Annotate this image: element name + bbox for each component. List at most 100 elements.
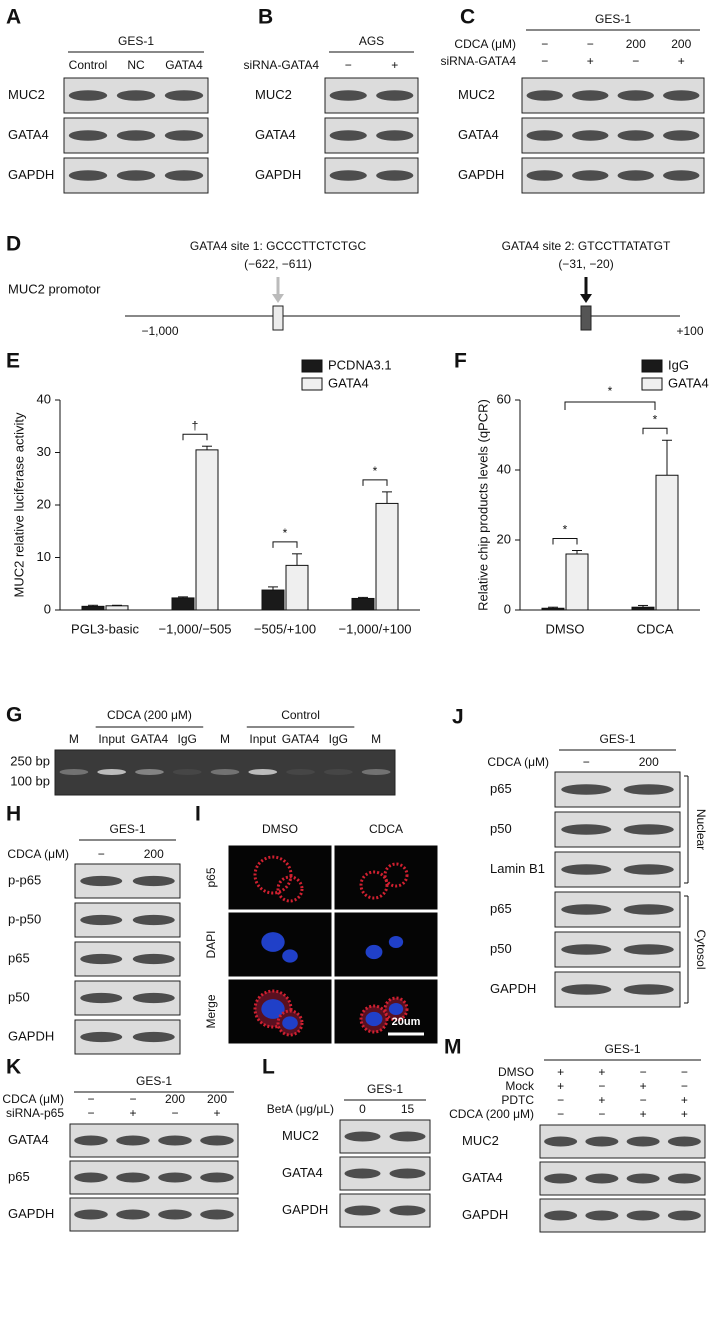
row-name: GAPDH <box>255 167 301 182</box>
condition-value: 200 <box>207 1092 227 1106</box>
legend-label: IgG <box>668 357 689 372</box>
lane-label: Control <box>69 58 108 72</box>
bar <box>655 474 679 611</box>
lane-label: M <box>69 732 79 746</box>
micrograph <box>333 911 439 978</box>
column-name: DMSO <box>262 822 298 836</box>
condition-value: + <box>557 1065 564 1079</box>
row-name: GATA4 <box>282 1165 323 1180</box>
lane-label: Input <box>98 732 125 746</box>
band <box>585 1173 619 1184</box>
gel-band <box>59 769 89 775</box>
significance-bracket <box>362 479 388 486</box>
site-name: GATA4 site 1: GCCCTTCTCTGC <box>190 239 367 253</box>
bar <box>351 597 375 611</box>
significance-mark: * <box>653 412 658 426</box>
gel-band <box>135 769 164 775</box>
band <box>544 1173 578 1184</box>
panel-label: L <box>262 1056 275 1079</box>
band <box>132 992 175 1004</box>
band <box>623 904 674 915</box>
nucleus <box>282 1016 298 1030</box>
blot-header: GES-1 <box>595 12 631 26</box>
band <box>116 170 156 181</box>
band <box>617 90 654 101</box>
micrograph <box>227 844 333 911</box>
blot-header: GES-1 <box>118 34 154 48</box>
bar <box>565 553 589 611</box>
row-name: p-p65 <box>8 872 41 887</box>
site-position: (−31, −20) <box>558 257 613 271</box>
band <box>158 1135 192 1146</box>
band <box>617 170 654 181</box>
section-name: Nuclear <box>694 809 708 850</box>
blot-header: GES-1 <box>367 1082 403 1096</box>
condition-name: siRNA-GATA4 <box>243 58 319 72</box>
row-name: GATA4 <box>462 1170 503 1185</box>
condition-value: 200 <box>626 37 646 51</box>
size-marker: 100 bp <box>10 773 50 788</box>
panel-label: C <box>460 6 475 29</box>
row-name: Merge <box>204 994 218 1028</box>
gel-band <box>248 769 278 775</box>
blot-header: GES-1 <box>109 822 145 836</box>
condition-name: DMSO <box>498 1065 534 1079</box>
row-name: p65 <box>490 781 512 796</box>
group-name: Control <box>281 708 320 722</box>
comparison-mark: * <box>608 384 613 398</box>
gel-band <box>286 769 315 775</box>
condition-value: + <box>598 1065 605 1079</box>
band <box>376 170 414 181</box>
band <box>561 864 612 875</box>
band <box>164 170 204 181</box>
significance-bracket <box>552 538 578 545</box>
nucleus <box>365 1011 383 1027</box>
lane-label: GATA4 <box>131 732 169 746</box>
row-name: GAPDH <box>462 1207 508 1222</box>
condition-value: + <box>598 1093 605 1107</box>
bar <box>171 597 195 611</box>
band <box>572 90 609 101</box>
panel-label: M <box>444 1036 462 1059</box>
condition-value: − <box>583 755 590 769</box>
band <box>158 1209 192 1220</box>
condition-value: 200 <box>165 1092 185 1106</box>
condition-value: + <box>129 1106 136 1120</box>
band <box>329 170 367 181</box>
promoter-end: +100 <box>676 324 703 338</box>
row-name: MUC2 <box>462 1133 499 1148</box>
band <box>74 1209 108 1220</box>
y-tick-label: 40 <box>37 391 51 406</box>
band <box>80 992 123 1004</box>
lane-label: GATA4 <box>282 732 320 746</box>
band <box>376 90 414 101</box>
band <box>663 90 700 101</box>
condition-value: 200 <box>671 37 691 51</box>
scale-bar-label: 20um <box>392 1016 421 1028</box>
site-name: GATA4 site 2: GTCCTTATATGT <box>502 239 671 253</box>
band <box>80 953 123 965</box>
band <box>132 953 175 965</box>
gene-name: MUC2 promotor <box>8 281 101 296</box>
panel-label: J <box>452 706 464 729</box>
band <box>526 90 563 101</box>
blot-header: GES-1 <box>599 732 635 746</box>
legend-swatch <box>301 359 323 373</box>
band <box>329 90 367 101</box>
significance-mark: * <box>563 523 568 537</box>
bar <box>631 606 655 611</box>
condition-value: − <box>681 1079 688 1093</box>
band <box>68 130 108 141</box>
significance-mark: † <box>192 418 199 432</box>
row-name: MUC2 <box>282 1128 319 1143</box>
size-marker: 250 bp <box>10 753 50 768</box>
band <box>526 130 563 141</box>
band <box>132 1031 175 1043</box>
condition-value: − <box>640 1065 647 1079</box>
band <box>132 875 175 887</box>
band <box>116 1172 150 1183</box>
row-name: MUC2 <box>8 87 45 102</box>
lane-label: GATA4 <box>165 58 203 72</box>
row-name: p-p50 <box>8 911 41 926</box>
band <box>389 1205 426 1216</box>
